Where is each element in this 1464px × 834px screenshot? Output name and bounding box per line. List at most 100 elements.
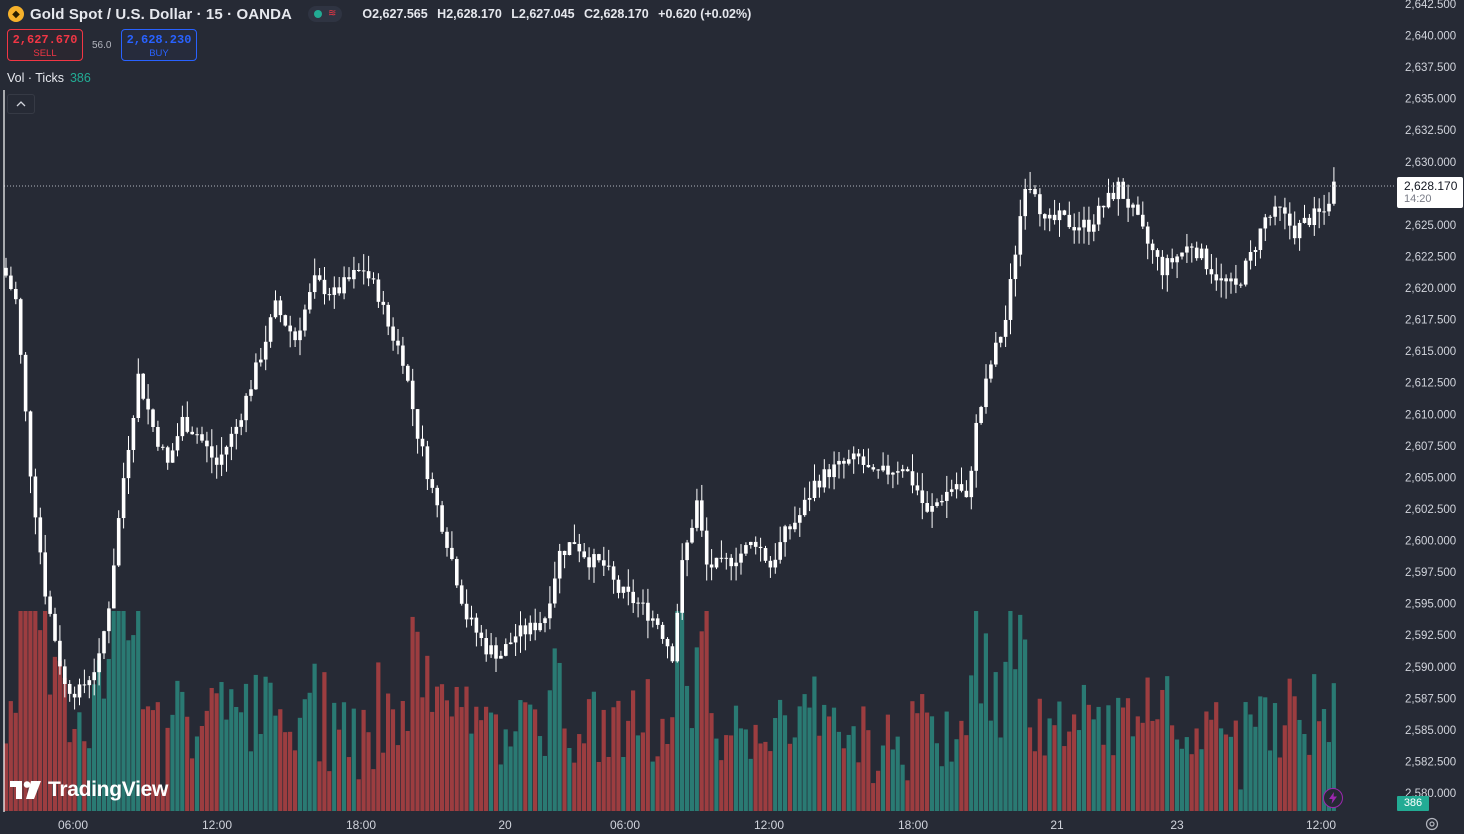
volume-bar xyxy=(1268,750,1273,811)
candle-body xyxy=(396,340,400,346)
volume-bar xyxy=(601,709,606,811)
candle-body xyxy=(102,631,106,654)
candle-body xyxy=(734,562,738,567)
candle-body xyxy=(651,618,655,621)
candle-body xyxy=(1121,181,1125,199)
price-axis[interactable]: 2,642.500 2,640.000 2,637.500 2,635.000 2,63… xyxy=(1405,0,1456,800)
candle-body xyxy=(136,373,141,418)
volume-bar xyxy=(317,761,322,811)
candle-body xyxy=(337,287,341,294)
candle-body xyxy=(861,456,866,465)
volume-bar xyxy=(229,689,234,811)
candle-body xyxy=(508,642,513,645)
volume-bar xyxy=(479,720,484,811)
volume-bar xyxy=(871,783,876,811)
volume-bar xyxy=(974,611,979,811)
axis-settings-icon[interactable] xyxy=(1424,816,1440,832)
tradingview-logo[interactable]: TradingView xyxy=(10,778,168,802)
volume-bar xyxy=(1321,709,1327,811)
data-delay-icon: ≋ xyxy=(327,8,337,19)
candle-body xyxy=(915,485,920,491)
candle-body xyxy=(1234,278,1238,285)
volume-bar xyxy=(895,736,900,811)
candle-body xyxy=(1332,181,1336,204)
volume-bar xyxy=(983,633,988,811)
candle-body xyxy=(949,489,954,492)
volume-bar xyxy=(101,698,106,811)
candle-body xyxy=(53,613,57,641)
volume-bar xyxy=(1297,719,1302,811)
sell-price: 2,627.670 xyxy=(12,33,78,47)
collapse-legend-button[interactable] xyxy=(7,94,35,114)
volume-bar xyxy=(145,706,151,811)
candle-body xyxy=(112,565,116,609)
volume-bar xyxy=(1258,696,1263,811)
volume-bar xyxy=(297,717,302,811)
symbol-legend[interactable]: ◆ Gold Spot / U.S. Dollar · 15 · OANDA ≋… xyxy=(8,4,757,24)
symbol-title[interactable]: Gold Spot / U.S. Dollar · 15 · OANDA xyxy=(30,5,292,23)
candle-body xyxy=(1219,278,1223,281)
volume-bar xyxy=(694,647,699,811)
candle-body xyxy=(1273,206,1277,217)
volume-bar xyxy=(876,770,881,811)
volume-legend-value: 386 xyxy=(69,71,91,85)
lightning-icon[interactable] xyxy=(1323,788,1343,808)
volume-bar xyxy=(77,712,82,811)
candle-body xyxy=(239,420,243,427)
volume-bar xyxy=(43,611,48,811)
candle-body xyxy=(523,625,528,635)
volume-bar xyxy=(57,660,62,811)
y-tick-label: 2,610.000 xyxy=(1405,409,1456,421)
candle-body xyxy=(308,292,312,310)
candle-body xyxy=(665,638,670,647)
candle-body xyxy=(1204,248,1209,270)
candle-body xyxy=(1155,250,1160,257)
time-axis[interactable]: 06:00 12:00 18:00 20 06:00 12:00 18:00 21 23 12:0… xyxy=(58,818,1336,832)
last-price-label: 2,628.170 14:20 xyxy=(1397,177,1463,208)
volume-bar xyxy=(23,611,28,811)
volume-bar xyxy=(640,732,645,811)
volume-bar xyxy=(582,743,587,811)
candle-body xyxy=(484,638,488,655)
candle-body xyxy=(528,622,533,635)
candle-body xyxy=(4,267,8,276)
volume-bar xyxy=(52,656,57,811)
candle-body xyxy=(141,373,145,399)
buy-button[interactable]: 2,628.230 BUY xyxy=(121,29,197,61)
candle-body xyxy=(1165,258,1170,276)
volume-legend[interactable]: Vol · Ticks 386 xyxy=(7,71,91,85)
buy-label: BUY xyxy=(149,48,169,59)
volume-bar xyxy=(934,743,939,811)
volume-bar xyxy=(905,780,910,811)
candle-body xyxy=(1327,203,1331,212)
volume-bar xyxy=(1047,718,1052,811)
y-tick-label: 2,595.000 xyxy=(1405,599,1456,611)
volume-bar xyxy=(33,611,38,811)
candle-body xyxy=(606,565,611,567)
x-tick-label: 06:00 xyxy=(610,818,640,832)
candle-body xyxy=(298,330,302,341)
candle-body xyxy=(1248,252,1253,261)
volume-bar xyxy=(1263,697,1268,811)
candle-body xyxy=(210,446,214,458)
volume-bar xyxy=(464,686,469,811)
volume-bar xyxy=(1008,611,1013,811)
candle-body xyxy=(680,560,684,613)
volume-bar xyxy=(47,694,53,811)
volume-bar xyxy=(1096,706,1101,811)
volume-bar xyxy=(1302,734,1307,811)
volume-bar xyxy=(1331,683,1336,811)
candle-body xyxy=(1199,248,1204,259)
volume-bar xyxy=(787,743,792,811)
market-status-pill[interactable]: ≋ xyxy=(307,6,343,22)
volume-bar xyxy=(224,719,229,811)
candle-body xyxy=(1057,210,1062,221)
volume-bar xyxy=(797,706,802,811)
volume-bar xyxy=(1223,734,1229,811)
sell-button[interactable]: 2,627.670 SELL xyxy=(7,29,83,61)
volume-bar xyxy=(474,706,479,811)
candle-body xyxy=(739,553,743,563)
candle-body xyxy=(1082,219,1086,228)
candle-body xyxy=(881,465,885,471)
